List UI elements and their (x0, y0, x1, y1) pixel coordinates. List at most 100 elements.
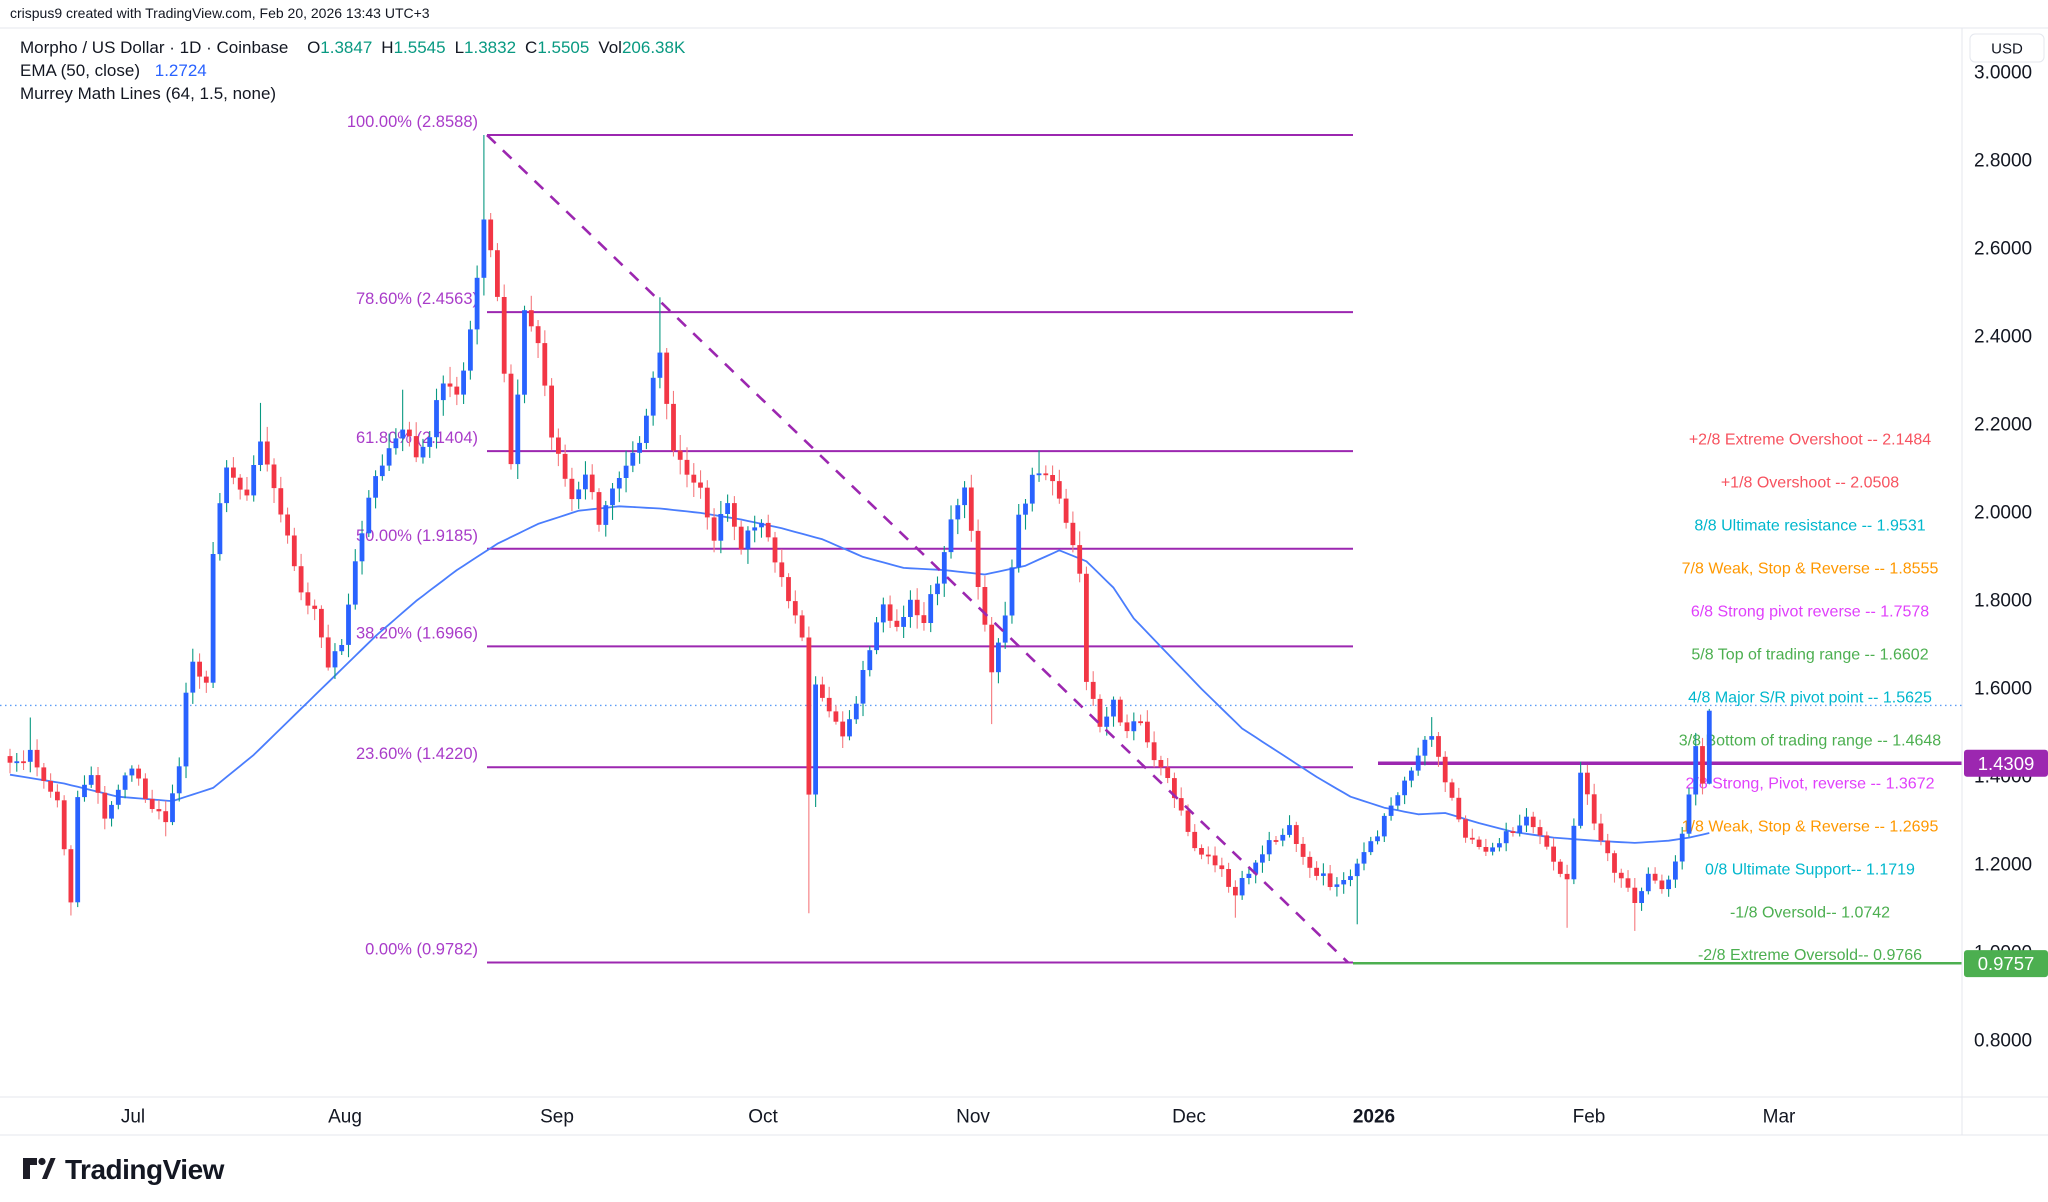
candle-body (407, 429, 412, 437)
candle-body (1659, 880, 1665, 890)
candle-body (664, 352, 670, 404)
candle-body (1436, 736, 1441, 757)
candle-body (393, 438, 399, 449)
candle-body (1260, 854, 1265, 863)
candle-body (1293, 825, 1299, 844)
candle-body (41, 767, 47, 781)
candle-body (1557, 861, 1563, 874)
candle-body (677, 450, 683, 460)
candle-body (515, 394, 521, 465)
candle-body (1618, 872, 1624, 879)
candle-body (562, 453, 568, 479)
candle-body (732, 503, 737, 527)
legend-ema-row[interactable]: EMA (50, close) 1.2724 (20, 59, 694, 82)
candle-body (860, 670, 866, 704)
price-tick-label: 2.0000 (1974, 502, 2032, 523)
legend-murrey-row[interactable]: Murrey Math Lines (64, 1.5, none) (20, 82, 694, 105)
candle-body (1679, 833, 1685, 862)
candle-body (156, 809, 162, 812)
candle-body (1334, 884, 1340, 887)
month-label: Mar (1763, 1107, 1796, 1128)
murrey-level-label: +2/8 Extreme Overshoot -- 2.1484 (1689, 432, 1931, 449)
candle-body (386, 448, 392, 466)
candle-body (143, 778, 148, 799)
time-axis[interactable]: Jul Aug Sep Oct Nov Dec 2026 Feb Mar (121, 1107, 1796, 1128)
candle-body (1273, 840, 1279, 842)
price-badge: 1.4309 (1964, 749, 2048, 777)
price-tick-label: 2.6000 (1974, 238, 2032, 259)
candle-body (799, 615, 805, 638)
candle-body (495, 250, 500, 297)
candle-body (468, 329, 473, 371)
murrey-levels-layer: +2/8 Extreme Overshoot -- 2.1484 +1/8 Ove… (1679, 432, 1941, 965)
tradingview-logo[interactable]: TradingView (22, 1154, 224, 1186)
candle-body (975, 530, 981, 587)
legend-symbol-row[interactable]: Morpho / US Dollar · 1D · Coinbase O1.38… (20, 36, 694, 59)
candle-body (1327, 873, 1333, 887)
candle-body (1205, 854, 1211, 857)
symbol-title: Morpho / US Dollar · 1D · Coinbase (20, 38, 289, 57)
ohlc-item: H1.5545 (381, 38, 446, 57)
candle-body (298, 566, 304, 593)
candle-body (1097, 698, 1103, 727)
candle-body (610, 488, 615, 506)
candle-body (968, 487, 974, 531)
candle-body (366, 497, 372, 534)
candle-body (346, 604, 351, 645)
candle-body (874, 622, 879, 651)
candle-body (603, 505, 609, 525)
candle-body (176, 766, 182, 794)
candle-body (1138, 721, 1143, 724)
candle-body (711, 517, 717, 541)
month-label: Oct (748, 1107, 778, 1128)
candle-body (887, 604, 893, 621)
candle-body (1077, 545, 1083, 574)
candles-layer[interactable] (7, 135, 1712, 931)
candle-body (1483, 847, 1489, 852)
candle-body (542, 343, 548, 386)
price-tick-label: 2.4000 (1974, 326, 2032, 347)
candle-body (1354, 863, 1360, 877)
month-label: Aug (328, 1107, 362, 1128)
fib-level-label: 38.20% (1.6966) (356, 624, 478, 642)
candle-body (461, 370, 466, 395)
candle-body (447, 383, 453, 387)
fib-retracement-layer: 100.00% (2.8588)78.60% (2.4563)61.80% (2… (347, 113, 1353, 964)
murrey-level-label: 8/8 Ultimate resistance -- 1.9531 (1694, 518, 1925, 535)
candle-body (170, 793, 175, 823)
candle-body (772, 537, 778, 563)
candle-body (1314, 867, 1319, 876)
candle-body (1612, 853, 1617, 873)
candle-body (1503, 831, 1509, 844)
currency-button[interactable]: USD (1969, 33, 2045, 63)
candle-body (68, 849, 74, 903)
candle-body (914, 599, 920, 616)
candle-body (339, 645, 345, 652)
candle-body (251, 465, 257, 496)
candle-body (488, 219, 494, 251)
candle-body (955, 505, 961, 520)
attribution-text: crispus9 created with TradingView.com, F… (10, 5, 430, 21)
month-label: Feb (1573, 1107, 1606, 1128)
candle-body (82, 784, 87, 798)
candle-body (1537, 827, 1543, 836)
candle-body (1375, 836, 1380, 842)
candle-body (759, 522, 764, 528)
candle-body (34, 749, 40, 768)
candle-body (21, 761, 26, 764)
candle-body (1341, 880, 1347, 885)
candle-body (813, 684, 818, 795)
murrey-level-label: 3/8 Bottom of trading range -- 1.4648 (1679, 732, 1941, 749)
candle-body (691, 474, 697, 483)
candle-body (1266, 840, 1272, 855)
candle-body (596, 492, 602, 525)
candle-body (630, 452, 636, 466)
price-axis[interactable]: 3.0000 2.8000 2.6000 2.4000 2.2000 2.0000 1.80… (1974, 62, 2032, 1051)
price-tick-label: 2.2000 (1974, 414, 2032, 435)
candle-body (440, 383, 446, 401)
candle-body (285, 514, 290, 536)
candle-body (1476, 839, 1482, 847)
ema-line (9, 505, 1710, 844)
candle-body (1368, 841, 1374, 853)
